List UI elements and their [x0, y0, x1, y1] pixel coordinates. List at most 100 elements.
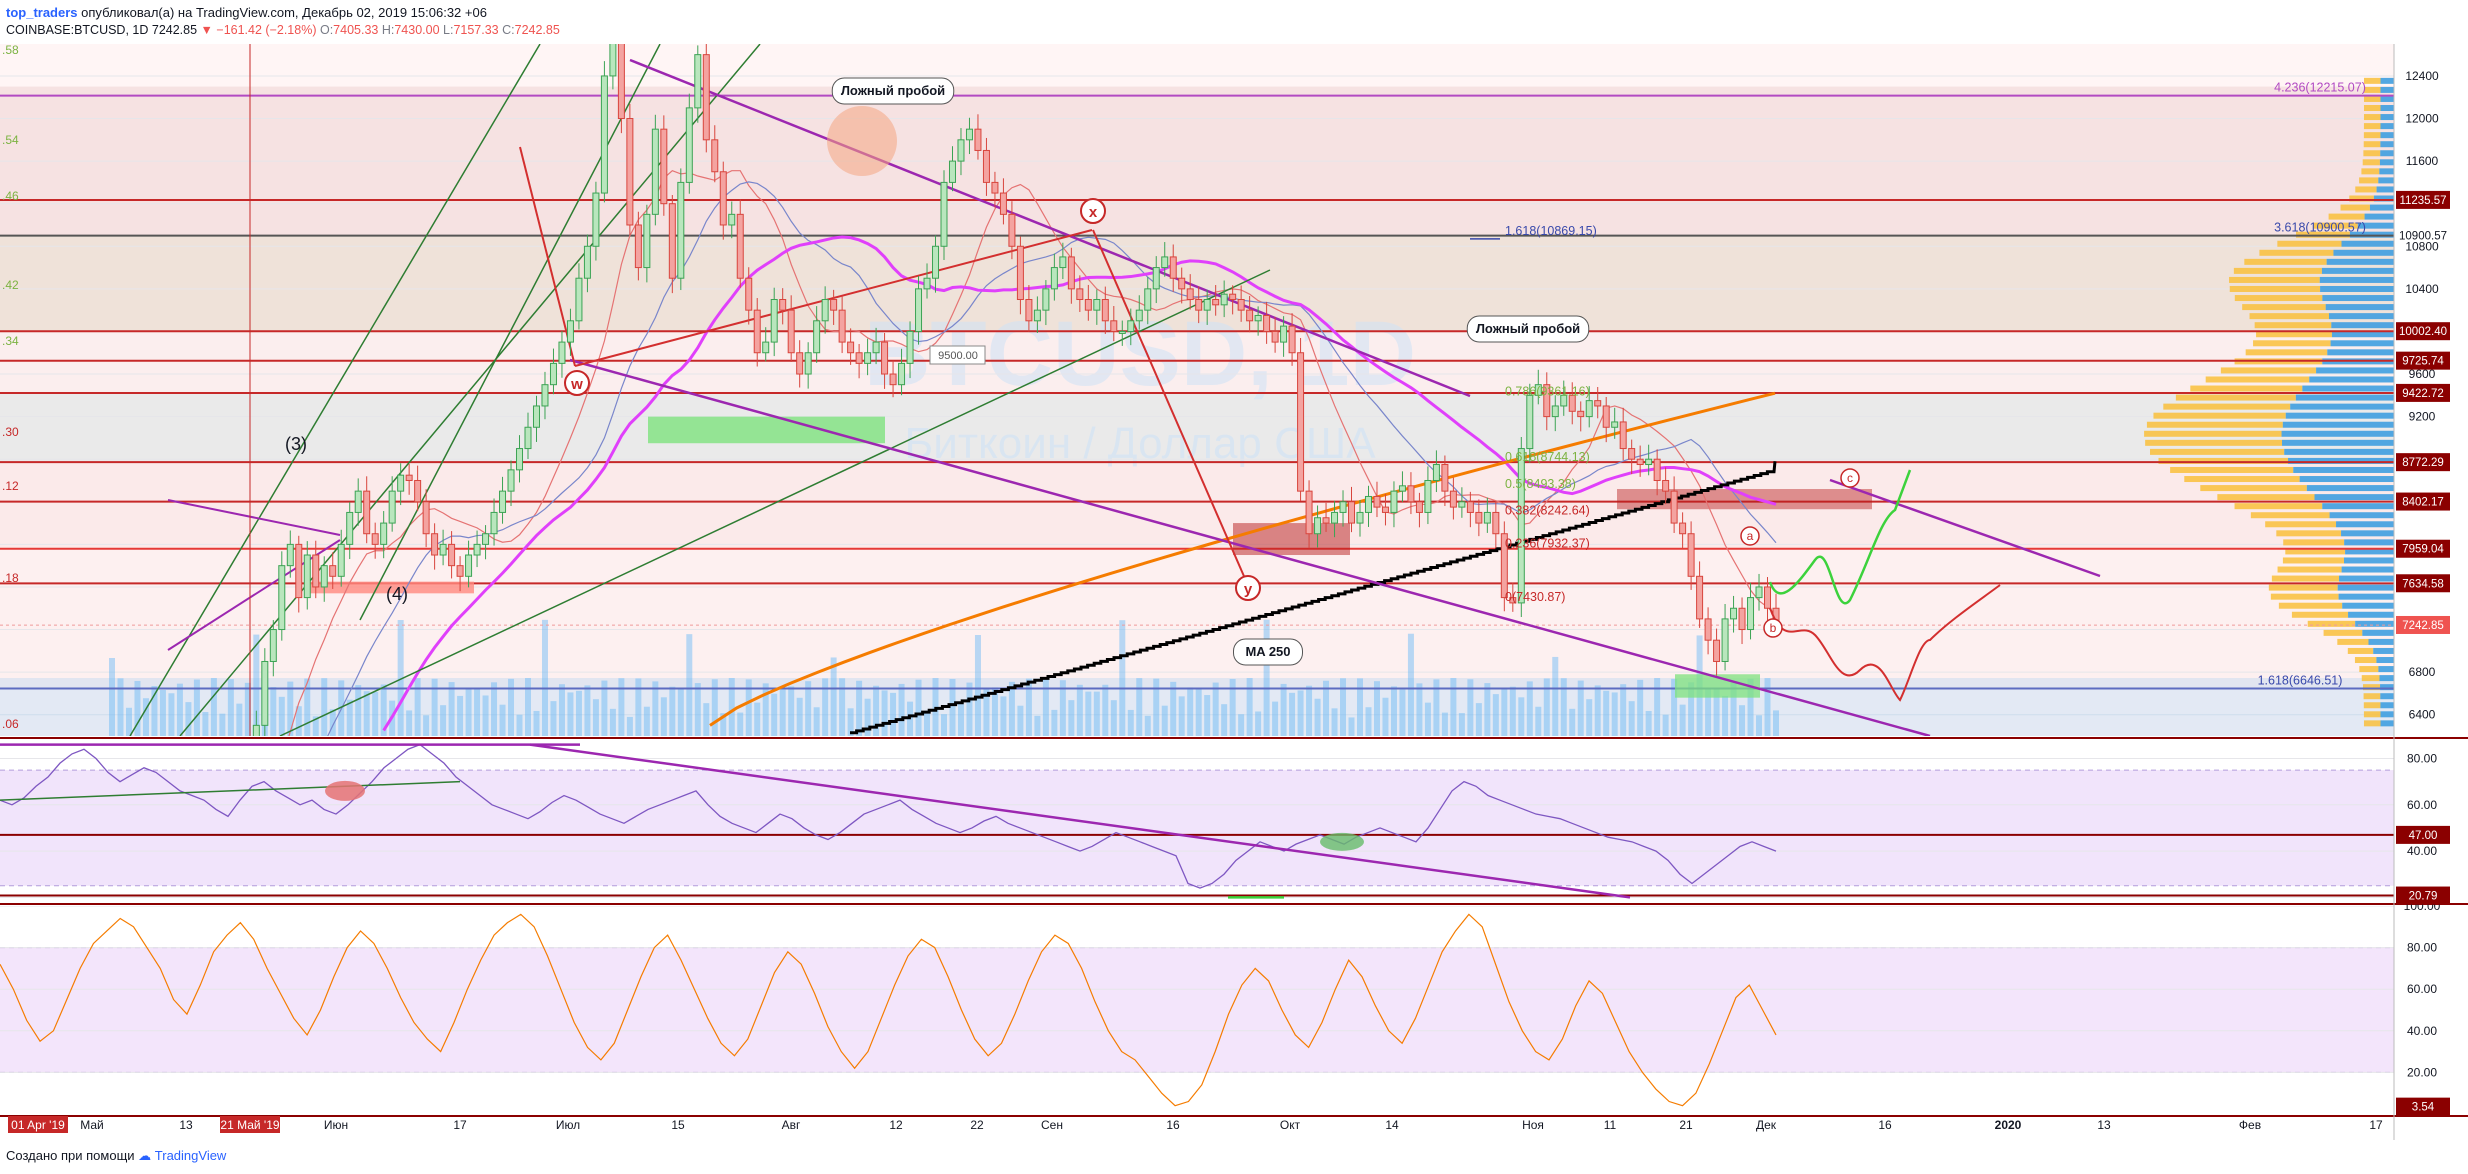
time-tick-label: 2020 — [1995, 1118, 2022, 1132]
rsi-marker — [325, 780, 365, 801]
candle-body — [1348, 501, 1356, 524]
candle-body — [813, 320, 821, 354]
candle-body — [685, 107, 693, 183]
symbol-label[interactable]: COINBASE:BTCUSD, 1D — [6, 23, 149, 37]
candle — [1076, 275, 1084, 312]
candle-body — [1755, 586, 1763, 599]
volume-bar — [1357, 678, 1363, 736]
candle — [337, 529, 345, 587]
candle — [728, 201, 736, 239]
volume-bar — [193, 679, 200, 736]
candle-body — [617, 44, 625, 120]
volume-profile-bar — [2220, 367, 2317, 374]
candle-body — [1449, 490, 1457, 508]
candle-body — [1203, 299, 1211, 311]
candle — [1314, 505, 1322, 548]
rsi-tag-label-box — [2396, 825, 2450, 844]
candle — [1458, 487, 1466, 518]
candle-body — [1738, 607, 1746, 631]
candle — [1611, 407, 1619, 439]
candle — [1645, 444, 1653, 476]
candle-body — [1602, 405, 1610, 428]
candle-body — [1008, 213, 1016, 247]
candle — [1042, 280, 1050, 326]
candle — [1110, 306, 1118, 342]
candle-body — [1067, 256, 1075, 290]
volume-bar — [1441, 712, 1448, 736]
volume-bar — [227, 679, 234, 736]
volume-bar — [414, 678, 421, 736]
footer-brand[interactable]: TradingView — [154, 1148, 227, 1163]
candle — [473, 530, 481, 568]
candle — [1679, 512, 1687, 549]
volume-profile-bar — [2276, 530, 2342, 537]
candle — [753, 298, 761, 367]
volume-bar — [125, 707, 132, 736]
candle-body — [1339, 501, 1347, 513]
author-name[interactable]: top_traders — [6, 5, 78, 20]
time-tick-label: Ноя — [1522, 1118, 1544, 1132]
candle-body — [1526, 394, 1534, 450]
wave-abc-marker — [1763, 618, 1783, 638]
volume-bar — [558, 684, 565, 736]
candle — [278, 551, 286, 641]
volume-bar — [516, 714, 523, 736]
ohlc-legend: COINBASE:BTCUSD, 1D 7242.85 ▼ −161.42 (−… — [6, 22, 560, 38]
left-edge-label: .18 — [2, 571, 19, 585]
candle-body — [1475, 511, 1483, 524]
stoch-tick-label: 40.00 — [2407, 1024, 2437, 1038]
stoch-band — [0, 947, 2394, 1073]
volume-profile-bar — [2379, 159, 2394, 166]
candle-body — [397, 474, 405, 492]
time-highlight-box — [8, 1116, 68, 1133]
trend-line — [167, 539, 341, 651]
volume-bar — [406, 710, 413, 736]
candle-body — [1271, 330, 1279, 343]
candle-body — [354, 490, 362, 513]
volume-bar — [1348, 717, 1355, 736]
candle — [1271, 316, 1279, 353]
candle — [1067, 247, 1075, 304]
volume-bar — [1000, 696, 1007, 736]
open-value: 7405.33 — [333, 23, 379, 37]
volume-profile-bar — [2380, 720, 2394, 727]
stoch-tick-label: 80.00 — [2407, 941, 2437, 955]
candle — [1687, 521, 1695, 590]
volume-bar — [329, 709, 336, 736]
candle — [1254, 306, 1262, 336]
candle — [1585, 386, 1593, 428]
fib-level-label: 1.618(10869.15) — [1505, 224, 1597, 238]
volume-profile-bar — [2342, 602, 2394, 609]
volume-profile-bar — [2299, 476, 2394, 483]
volume-bar — [1399, 689, 1406, 736]
candle — [600, 61, 608, 203]
candle-body — [1025, 299, 1033, 322]
volume-profile-bar — [2244, 258, 2327, 265]
candle-body — [1466, 501, 1474, 513]
volume-profile-bar — [2363, 720, 2381, 727]
volume-bar — [1662, 714, 1669, 736]
volume-profile-bar — [2331, 322, 2394, 329]
volume-bar — [609, 708, 616, 736]
price-tick-label: 10800 — [2405, 239, 2439, 253]
volume-bar — [1119, 620, 1126, 736]
candle — [1101, 286, 1109, 334]
candle-body — [456, 565, 464, 577]
candle-body — [388, 490, 396, 524]
volume-bar — [1102, 684, 1109, 736]
wave-abc-marker — [1740, 526, 1760, 546]
candle — [847, 328, 855, 365]
volume-bar — [915, 679, 922, 736]
volume-profile-bar — [2336, 521, 2394, 528]
candle-body — [1305, 490, 1313, 535]
volume-profile-bar — [2379, 675, 2394, 682]
volume-bar — [575, 690, 582, 736]
candle — [1398, 471, 1406, 502]
candle — [643, 204, 651, 283]
candle-body — [1076, 288, 1084, 301]
time-tick-label: 11 — [1604, 1118, 1617, 1132]
time-tick-label: 16 — [1166, 1118, 1180, 1132]
candle-body — [1016, 245, 1024, 301]
candle — [779, 288, 787, 325]
